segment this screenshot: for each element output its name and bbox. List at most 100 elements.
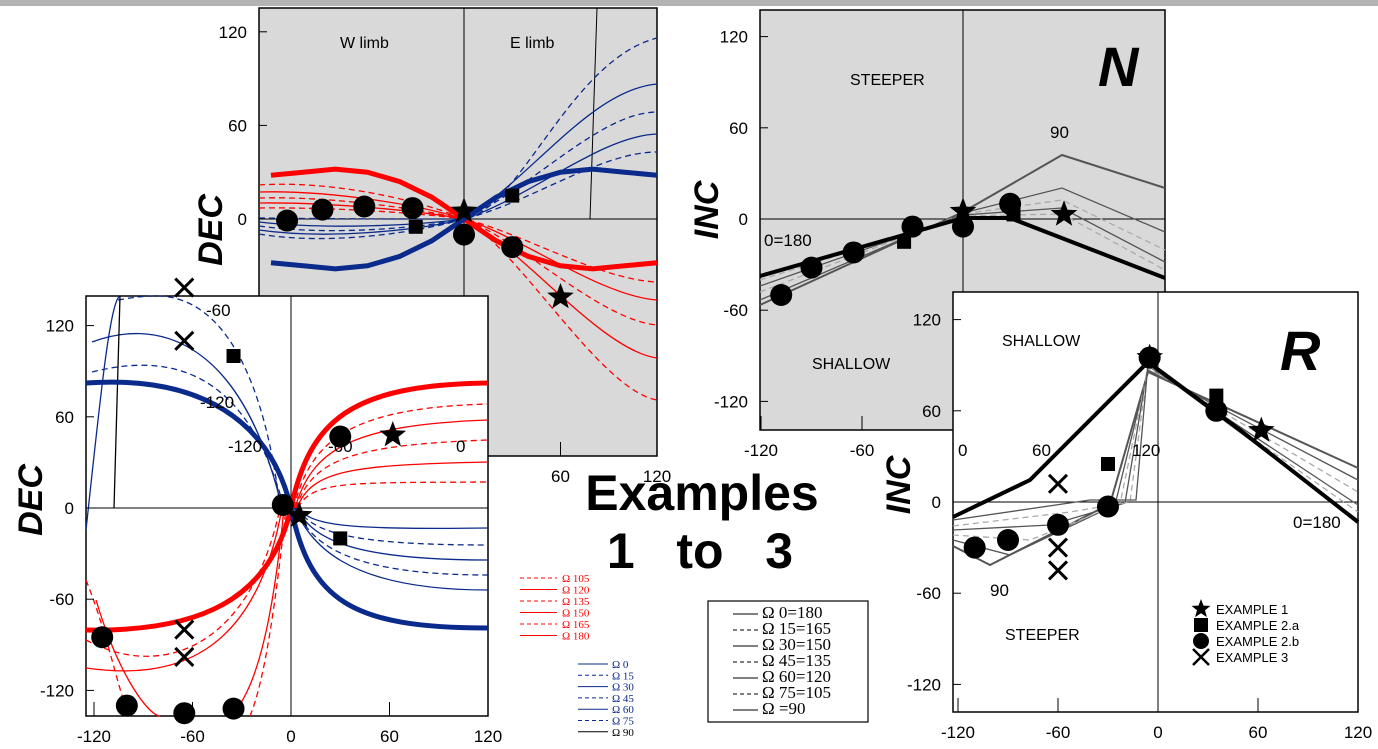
x-tick-label: -60 [180,727,205,746]
cross-marker [174,646,195,668]
circle-marker [311,198,334,221]
circle-marker [276,209,299,232]
omega-label: -60 [206,301,231,320]
circle-marker [1205,399,1228,422]
x-tick-label: 0 [286,727,295,746]
x-tick-label: 120 [474,727,502,746]
circle-marker [453,223,475,246]
y-tick-label: 60 [228,116,247,135]
circle-marker [1097,495,1119,518]
circle-marker [997,529,1019,551]
legend-label: EXAMPLE 2.a [1216,618,1300,633]
y-tick-label: 120 [46,317,74,336]
square-marker [897,234,912,249]
legend-label: Ω 15=165 [762,619,831,638]
legend-label: Ω 30=150 [762,635,831,654]
legend-label: Ω 75=105 [762,683,831,702]
y-axis-title: DEC [192,194,230,266]
x-tick-label: -60 [850,441,875,460]
cross-marker [174,330,195,351]
markers [91,277,407,725]
markers [770,192,1078,306]
x-tick-label: 120 [643,467,671,486]
omega-label: 90 [1050,123,1069,142]
title-line-1: Examples [585,465,818,521]
shallow-label: SHALLOW [1002,333,1081,350]
y-tick-label: 60 [729,119,748,138]
panel-letter: R [1280,319,1321,382]
circle-marker [901,215,924,238]
cross-marker [1047,473,1069,494]
legend-label: Ω 45=135 [762,651,831,670]
omega-label: 0=180 [764,231,812,250]
x-tick-label: -120 [744,441,778,460]
circle-marker [501,236,524,259]
top-bar [0,0,1378,6]
legend-label: EXAMPLE 2.b [1216,634,1299,649]
square-marker [1101,457,1115,471]
legend-label: Ω 150 [562,608,590,620]
legend-label: Ω =90 [762,699,805,718]
panel-dec-bottom: -60 -120 -120 -60 0 120 60 0 -60 -120 -120 -60… [12,277,502,746]
cross-marker [1047,560,1069,581]
y-axis-title: INC [880,455,918,514]
legend-omega-blue: Ω 0Ω 15Ω 30Ω 45Ω 60Ω 75Ω 90 [578,659,634,739]
square-marker [333,531,348,546]
circle-marker [329,425,352,448]
omega-label: 0=180 [1293,513,1341,532]
circle-marker [401,197,424,220]
y-tick-label: 0 [238,210,247,229]
legend-label: Ω 90 [612,727,634,739]
y-tick-label: -60 [49,590,74,609]
y-axis-title: DEC [12,464,50,536]
circle-marker [115,694,138,717]
legend-label: Ω 60=120 [762,667,831,686]
cross-marker [1192,648,1210,666]
steeper-label: STEEPER [1005,627,1080,644]
circle-marker [91,626,114,649]
panel-letter: N [1098,35,1140,98]
cross-marker [174,619,195,640]
legend-label: Ω 60 [612,704,634,716]
x-tick-label: 60 [1249,723,1268,742]
y-tick-label: -120 [40,681,74,700]
legend-label: Ω 15 [612,670,634,682]
star-marker [1191,599,1211,618]
y-tick-label: 0 [932,493,941,512]
cross-marker [174,277,195,298]
limb-line [589,7,598,220]
legend-label: Ω 30 [612,682,634,694]
legend-label: Ω 75 [612,716,634,728]
title-line-2: 1 to 3 [607,523,793,579]
star-marker [285,501,313,527]
circle-marker [800,256,823,279]
legend-label: Ω 135 [562,596,590,608]
markers [276,188,574,309]
circle-marker [1047,513,1069,536]
star-marker [379,421,407,447]
star-marker [547,283,574,309]
legend-label: Ω 45 [612,693,634,705]
y-tick-label: -120 [907,675,941,694]
y-tick-label: 120 [720,28,748,47]
x-tick-label: 60 [551,467,570,486]
steeper-label: STEEPER [850,72,925,89]
legend-label: Ω 105 [562,573,590,585]
square-marker [1194,618,1208,632]
y-tick-label: 60 [55,408,74,427]
square-marker [226,349,241,363]
y-tick-label: 0 [65,499,74,518]
omega-label: 60 [1032,441,1051,460]
axis-ticks: 120 60 0 -60 -120 -120 -60 0 60 120 [907,311,1372,742]
star-marker [1248,416,1275,442]
x-tick-label: -120 [941,723,975,742]
legend-label: EXAMPLE 1 [1216,602,1288,617]
square-marker [505,188,520,203]
axis-ticks: 120 60 0 -60 -120 -120 -60 0 60 120 [40,317,502,746]
circle-marker [173,702,196,725]
star-marker [949,197,977,223]
legend-label: Ω 0=180 [762,603,822,622]
circle-marker [842,241,865,264]
square-marker [1209,388,1224,403]
